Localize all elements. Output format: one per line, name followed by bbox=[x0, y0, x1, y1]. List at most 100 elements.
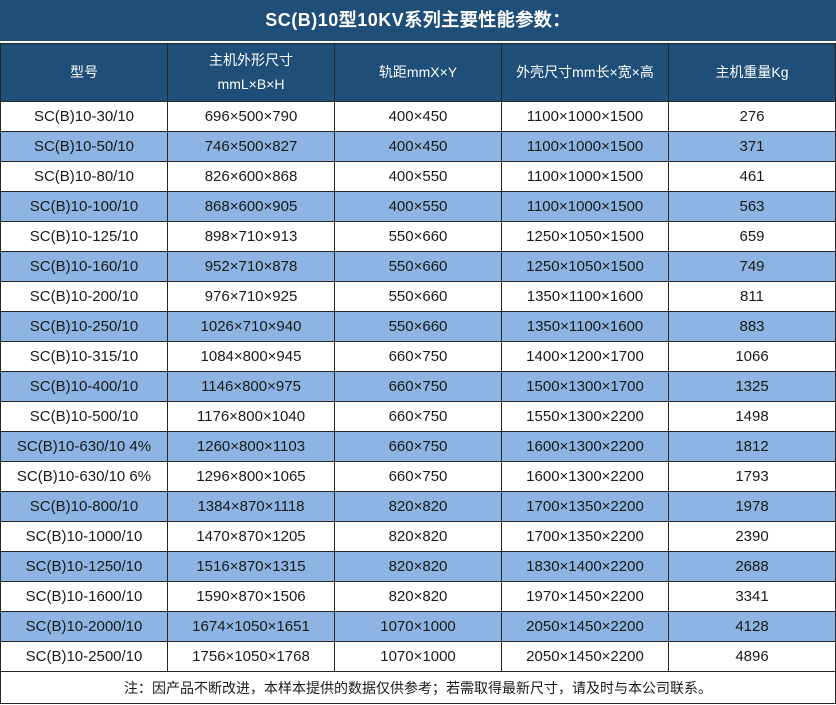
host-dimensions-cell: 826×600×868 bbox=[167, 161, 335, 192]
model-cell: SC(B)10-100/10 bbox=[0, 191, 168, 222]
table-header-row: 型号 主机外形尺寸 mmL×B×H 轨距mmX×Y 外壳尺寸mm长×宽×高 主机重量Kg bbox=[0, 43, 836, 102]
footnote-row: 注：因产品不断改进，本样本提供的数据仅供参考；若需取得最新尺寸，请及时与本公司联… bbox=[0, 671, 836, 704]
rail-gauge-cell: 550×660 bbox=[334, 221, 502, 252]
shell-dimensions-cell: 1600×1300×2200 bbox=[501, 461, 669, 492]
rail-gauge-cell: 820×820 bbox=[334, 581, 502, 612]
table-row: SC(B)10-1250/10 1516×870×1315 820×820 1830×… bbox=[0, 551, 836, 582]
shell-dimensions-cell: 1100×1000×1500 bbox=[501, 131, 669, 162]
host-dimensions-cell: 952×710×878 bbox=[167, 251, 335, 282]
table-row: SC(B)10-80/10 826×600×868 400×550 1100×1000… bbox=[0, 161, 836, 192]
host-dimensions-cell: 898×710×913 bbox=[167, 221, 335, 252]
model-cell: SC(B)10-500/10 bbox=[0, 401, 168, 432]
rail-gauge-cell: 400×450 bbox=[334, 101, 502, 132]
rail-gauge-cell: 400×450 bbox=[334, 131, 502, 162]
host-dimensions-cell: 1296×800×1065 bbox=[167, 461, 335, 492]
shell-dimensions-cell: 1100×1000×1500 bbox=[501, 191, 669, 222]
table-row: SC(B)10-30/10 696×500×790 400×450 1100×1000… bbox=[0, 101, 836, 132]
host-weight-cell: 4896 bbox=[668, 641, 836, 672]
table-row: SC(B)10-400/10 1146×800×975 660×750 1500×13… bbox=[0, 371, 836, 402]
col-header-shell-dimensions-line: 外壳尺寸mm长×宽×高 bbox=[516, 63, 654, 80]
shell-dimensions-cell: 1350×1100×1600 bbox=[501, 311, 669, 342]
host-dimensions-cell: 868×600×905 bbox=[167, 191, 335, 222]
table-row: SC(B)10-200/10 976×710×925 550×660 1350×110… bbox=[0, 281, 836, 312]
host-dimensions-cell: 746×500×827 bbox=[167, 131, 335, 162]
shell-dimensions-cell: 1350×1100×1600 bbox=[501, 281, 669, 312]
shell-dimensions-cell: 1500×1300×1700 bbox=[501, 371, 669, 402]
model-cell: SC(B)10-125/10 bbox=[0, 221, 168, 252]
rail-gauge-cell: 660×750 bbox=[334, 461, 502, 492]
rail-gauge-cell: 1070×1000 bbox=[334, 611, 502, 642]
host-weight-cell: 1066 bbox=[668, 341, 836, 372]
col-header-host-dimensions-line: mmL×B×H bbox=[217, 75, 285, 92]
model-cell: SC(B)10-1000/10 bbox=[0, 521, 168, 552]
footnote: 注：因产品不断改进，本样本提供的数据仅供参考；若需取得最新尺寸，请及时与本公司联… bbox=[0, 671, 836, 704]
host-weight-cell: 2688 bbox=[668, 551, 836, 582]
model-cell: SC(B)10-1250/10 bbox=[0, 551, 168, 582]
table-row: SC(B)10-250/10 1026×710×940 550×660 1350×11… bbox=[0, 311, 836, 342]
host-dimensions-cell: 1590×870×1506 bbox=[167, 581, 335, 612]
host-weight-cell: 563 bbox=[668, 191, 836, 222]
host-dimensions-cell: 1756×1050×1768 bbox=[167, 641, 335, 672]
model-cell: SC(B)10-250/10 bbox=[0, 311, 168, 342]
table-row: SC(B)10-125/10 898×710×913 550×660 1250×105… bbox=[0, 221, 836, 252]
parameters-table: 型号 主机外形尺寸 mmL×B×H 轨距mmX×Y 外壳尺寸mm长×宽×高 主机重量Kg … bbox=[0, 43, 836, 704]
host-weight-cell: 1793 bbox=[668, 461, 836, 492]
col-header-rail-gauge-line: 轨距mmX×Y bbox=[378, 63, 458, 80]
shell-dimensions-cell: 1550×1300×2200 bbox=[501, 401, 669, 432]
table-row: SC(B)10-630/10 6% 1296×800×1065 660×750 160… bbox=[0, 461, 836, 492]
rail-gauge-cell: 660×750 bbox=[334, 431, 502, 462]
host-dimensions-cell: 1260×800×1103 bbox=[167, 431, 335, 462]
page-title: SC(B)10型10KV系列主要性能参数： bbox=[0, 0, 836, 43]
host-weight-cell: 749 bbox=[668, 251, 836, 282]
host-dimensions-cell: 1176×800×1040 bbox=[167, 401, 335, 432]
shell-dimensions-cell: 2050×1450×2200 bbox=[501, 611, 669, 642]
rail-gauge-cell: 400×550 bbox=[334, 161, 502, 192]
table-row: SC(B)10-315/10 1084×800×945 660×750 1400×12… bbox=[0, 341, 836, 372]
host-dimensions-cell: 976×710×925 bbox=[167, 281, 335, 312]
rail-gauge-cell: 820×820 bbox=[334, 491, 502, 522]
model-cell: SC(B)10-630/10 6% bbox=[0, 461, 168, 492]
model-cell: SC(B)10-2500/10 bbox=[0, 641, 168, 672]
host-dimensions-cell: 1084×800×945 bbox=[167, 341, 335, 372]
shell-dimensions-cell: 1100×1000×1500 bbox=[501, 101, 669, 132]
shell-dimensions-cell: 1700×1350×2200 bbox=[501, 521, 669, 552]
host-weight-cell: 883 bbox=[668, 311, 836, 342]
col-header-rail-gauge: 轨距mmX×Y bbox=[334, 43, 502, 102]
model-cell: SC(B)10-2000/10 bbox=[0, 611, 168, 642]
model-cell: SC(B)10-315/10 bbox=[0, 341, 168, 372]
host-weight-cell: 4128 bbox=[668, 611, 836, 642]
shell-dimensions-cell: 1250×1050×1500 bbox=[501, 221, 669, 252]
model-cell: SC(B)10-30/10 bbox=[0, 101, 168, 132]
rail-gauge-cell: 550×660 bbox=[334, 281, 502, 312]
col-header-host-weight-line: 主机重量Kg bbox=[715, 63, 789, 80]
model-cell: SC(B)10-80/10 bbox=[0, 161, 168, 192]
table-body: SC(B)10-30/10 696×500×790 400×450 1100×1000… bbox=[0, 101, 836, 672]
shell-dimensions-cell: 1830×1400×2200 bbox=[501, 551, 669, 582]
table-header: 型号 主机外形尺寸 mmL×B×H 轨距mmX×Y 外壳尺寸mm长×宽×高 主机重量Kg bbox=[0, 43, 836, 102]
host-weight-cell: 2390 bbox=[668, 521, 836, 552]
rail-gauge-cell: 1070×1000 bbox=[334, 641, 502, 672]
model-cell: SC(B)10-1600/10 bbox=[0, 581, 168, 612]
model-cell: SC(B)10-200/10 bbox=[0, 281, 168, 312]
col-header-model-line: 型号 bbox=[70, 63, 98, 80]
host-dimensions-cell: 696×500×790 bbox=[167, 101, 335, 132]
host-weight-cell: 3341 bbox=[668, 581, 836, 612]
rail-gauge-cell: 400×550 bbox=[334, 191, 502, 222]
model-cell: SC(B)10-160/10 bbox=[0, 251, 168, 282]
host-weight-cell: 1978 bbox=[668, 491, 836, 522]
table-row: SC(B)10-50/10 746×500×827 400×450 1100×1000… bbox=[0, 131, 836, 162]
shell-dimensions-cell: 1700×1350×2200 bbox=[501, 491, 669, 522]
table-row: SC(B)10-160/10 952×710×878 550×660 1250×105… bbox=[0, 251, 836, 282]
table-row: SC(B)10-1000/10 1470×870×1205 820×820 1700×… bbox=[0, 521, 836, 552]
rail-gauge-cell: 550×660 bbox=[334, 251, 502, 282]
table-row: SC(B)10-800/10 1384×870×1118 820×820 1700×1… bbox=[0, 491, 836, 522]
host-dimensions-cell: 1026×710×940 bbox=[167, 311, 335, 342]
host-weight-cell: 659 bbox=[668, 221, 836, 252]
table-row: SC(B)10-1600/10 1590×870×1506 820×820 1970×… bbox=[0, 581, 836, 612]
host-dimensions-cell: 1146×800×975 bbox=[167, 371, 335, 402]
table-row: SC(B)10-630/10 4% 1260×800×1103 660×750 160… bbox=[0, 431, 836, 462]
col-header-host-dimensions-line: 主机外形尺寸 bbox=[209, 52, 293, 69]
rail-gauge-cell: 550×660 bbox=[334, 311, 502, 342]
rail-gauge-cell: 660×750 bbox=[334, 401, 502, 432]
host-weight-cell: 1812 bbox=[668, 431, 836, 462]
